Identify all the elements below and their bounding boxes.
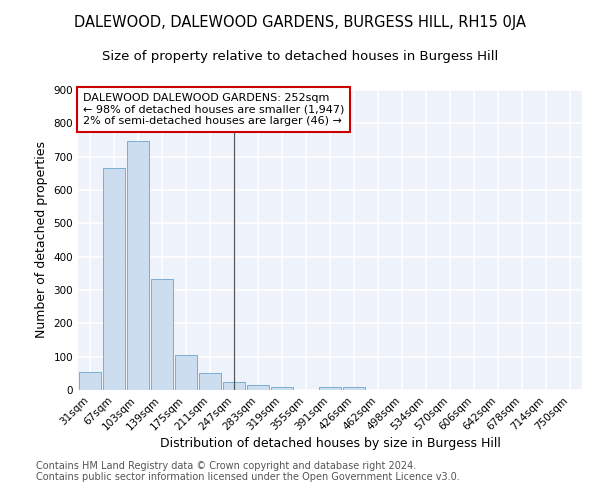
- Bar: [223, 382, 245, 390]
- Bar: [127, 140, 149, 390]
- Text: DALEWOOD, DALEWOOD GARDENS, BURGESS HILL, RH15 0JA: DALEWOOD, DALEWOOD GARDENS, BURGESS HILL…: [74, 15, 526, 30]
- Bar: [199, 372, 221, 390]
- Bar: [343, 386, 365, 390]
- Bar: [103, 168, 125, 390]
- Text: DALEWOOD DALEWOOD GARDENS: 252sqm
← 98% of detached houses are smaller (1,947)
2: DALEWOOD DALEWOOD GARDENS: 252sqm ← 98% …: [83, 93, 344, 126]
- Bar: [79, 372, 101, 390]
- Y-axis label: Number of detached properties: Number of detached properties: [35, 142, 48, 338]
- Bar: [319, 388, 341, 390]
- Bar: [247, 385, 269, 390]
- Bar: [151, 279, 173, 390]
- Text: Contains HM Land Registry data © Crown copyright and database right 2024.
Contai: Contains HM Land Registry data © Crown c…: [36, 461, 460, 482]
- Text: Size of property relative to detached houses in Burgess Hill: Size of property relative to detached ho…: [102, 50, 498, 63]
- Bar: [271, 386, 293, 390]
- X-axis label: Distribution of detached houses by size in Burgess Hill: Distribution of detached houses by size …: [160, 438, 500, 450]
- Bar: [175, 355, 197, 390]
